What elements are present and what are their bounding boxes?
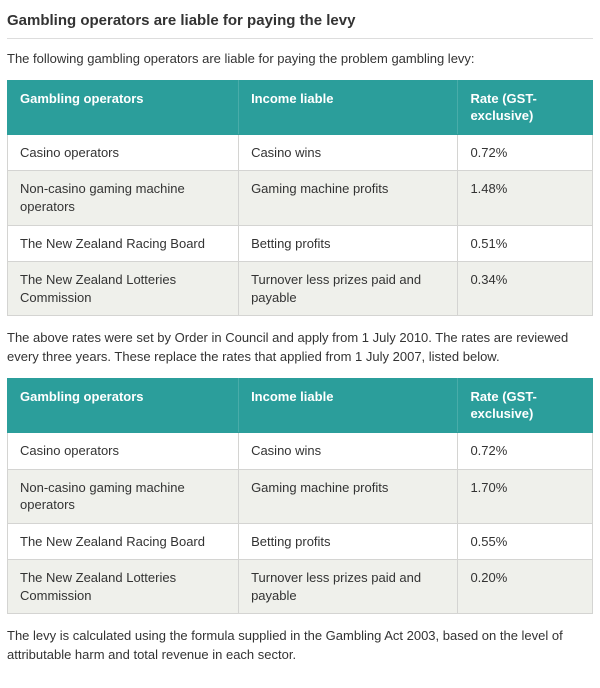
table-row: The New Zealand Lotteries Commission Turn…	[6, 261, 593, 317]
table-cell: The New Zealand Lotteries Commission	[6, 559, 240, 615]
table-header-row: Gambling operators Income liable Rate (GST…	[6, 377, 593, 434]
table-row: Non-casino gaming machine operators Gamin…	[6, 468, 593, 524]
column-header: Rate (GST-exclusive)	[457, 377, 593, 434]
table-cell: 1.70%	[457, 468, 593, 524]
table-cell: Casino wins	[238, 133, 459, 172]
table-cell: The New Zealand Racing Board	[6, 522, 240, 561]
table-row: The New Zealand Racing Board Betting prof…	[6, 522, 593, 561]
table-cell: Gaming machine profits	[238, 170, 459, 226]
intro-text: The following gambling operators are lia…	[7, 51, 475, 66]
table-cell: Casino wins	[238, 432, 459, 470]
column-header: Gambling operators	[6, 377, 240, 434]
column-header: Rate (GST-exclusive)	[457, 79, 593, 135]
table-cell: 0.72%	[457, 432, 593, 470]
table-cell: Non-casino gaming machine operators	[6, 170, 240, 226]
table-row: Casino operators Casino wins 0.72%	[6, 133, 593, 172]
table-cell: Gaming machine profits	[238, 468, 459, 524]
table-cell: 1.48%	[457, 170, 593, 226]
table-cell: 0.55%	[457, 522, 593, 561]
column-header: Income liable	[238, 377, 459, 434]
table-cell: Casino operators	[6, 432, 240, 470]
table-cell: 0.34%	[457, 261, 593, 317]
levy-rates-table-previous: Gambling operators Income liable Rate (GST…	[6, 377, 593, 615]
table-cell: The New Zealand Racing Board	[6, 224, 240, 263]
table-row: Non-casino gaming machine operators Gamin…	[6, 170, 593, 226]
table-cell: Betting profits	[238, 224, 459, 263]
table-cell: Casino operators	[6, 133, 240, 172]
between-tables-text: The above rates were set by Order in Cou…	[7, 330, 569, 365]
levy-rates-table-current: Gambling operators Income liable Rate (GST…	[6, 79, 593, 317]
table-row: The New Zealand Lotteries Commission Turn…	[6, 559, 593, 615]
column-header: Gambling operators	[6, 79, 240, 135]
footer-text: The levy is calculated using the formula…	[7, 628, 563, 663]
table-cell: 0.51%	[457, 224, 593, 263]
table-cell: Non-casino gaming machine operators	[6, 468, 240, 524]
table-cell: Turnover less prizes paid and payable	[238, 261, 459, 317]
table-row: The New Zealand Racing Board Betting prof…	[6, 224, 593, 263]
table-cell: Betting profits	[238, 522, 459, 561]
table-cell: 0.20%	[457, 559, 593, 615]
table-row: Casino operators Casino wins 0.72%	[6, 432, 593, 470]
table-cell: Turnover less prizes paid and payable	[238, 559, 459, 615]
table-cell: 0.72%	[457, 133, 593, 172]
column-header: Income liable	[238, 79, 459, 135]
table-header-row: Gambling operators Income liable Rate (GST…	[6, 79, 593, 135]
page-title: Gambling operators are liable for paying…	[7, 10, 593, 39]
table-cell: The New Zealand Lotteries Commission	[6, 261, 240, 317]
